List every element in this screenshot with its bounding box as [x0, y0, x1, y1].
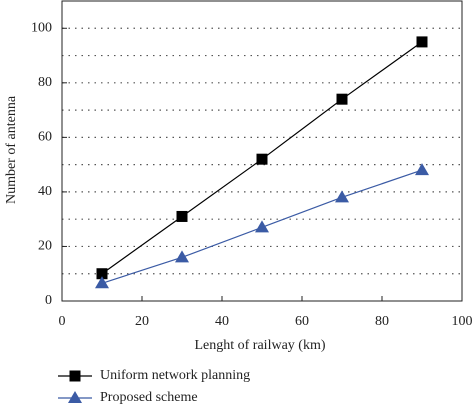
- marker: [176, 210, 188, 222]
- x-tick-label: 60: [295, 314, 309, 329]
- marker: [416, 36, 428, 48]
- marker: [175, 250, 189, 263]
- marker: [415, 163, 429, 176]
- x-tick-label: 20: [135, 314, 149, 329]
- legend-label: Proposed scheme: [100, 390, 198, 405]
- y-axis-label: Number of antenna: [4, 95, 19, 204]
- marker: [335, 190, 349, 203]
- marker: [95, 276, 109, 289]
- x-tick-label: 0: [59, 314, 66, 329]
- y-tick-label: 0: [45, 293, 52, 308]
- marker: [256, 153, 268, 165]
- marker: [336, 93, 348, 105]
- marker: [255, 220, 269, 233]
- y-tick-label: 60: [38, 130, 52, 145]
- y-tick-label: 40: [38, 184, 52, 199]
- y-tick-label: 20: [38, 239, 52, 254]
- legend-label: Uniform network planning: [100, 368, 250, 383]
- y-tick-label: 100: [31, 20, 52, 35]
- marker: [96, 268, 108, 280]
- x-axis-label: Lenght of railway (km): [194, 338, 325, 353]
- x-tick-label: 100: [452, 314, 473, 329]
- x-tick-label: 80: [375, 314, 389, 329]
- x-tick-label: 40: [215, 314, 229, 329]
- marker: [69, 370, 81, 382]
- plot-frame: [61, 0, 463, 302]
- y-tick-label: 80: [38, 75, 52, 90]
- marker: [68, 391, 82, 403]
